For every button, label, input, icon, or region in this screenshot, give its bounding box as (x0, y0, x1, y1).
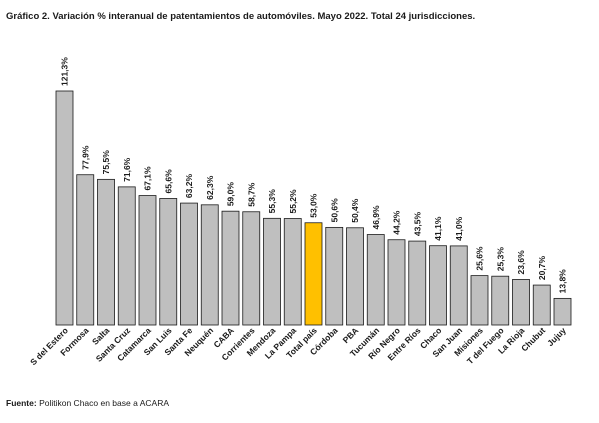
source-note: Fuente: Politikon Chaco en base a ACARA (6, 398, 169, 408)
bar-rio-negro (387, 239, 406, 326)
bar-san-luis (159, 198, 178, 326)
bar-salta (97, 178, 115, 326)
value-label-chubut: 20,7% (537, 256, 547, 281)
bar-cordoba (325, 226, 344, 326)
value-label-cordoba: 50,6% (329, 198, 339, 223)
bar-la-rioja (512, 279, 530, 326)
bar-chaco (429, 245, 447, 326)
value-label-corrientes: 58,7% (246, 182, 256, 207)
source-text: Politikon Chaco en base a ACARA (36, 398, 170, 408)
bar-t-del-fuego (491, 275, 510, 326)
bar-chubut (532, 284, 551, 326)
category-label-jujuy: Jujuy (545, 325, 568, 348)
value-label-entre-rios: 43,5% (412, 212, 422, 237)
value-labels-group: 121,3% 77,9% 75,5% 71,6% 67,1% 65,6% 63,2% 62,3… (60, 57, 568, 294)
value-label-mendoza: 55,3% (267, 189, 277, 214)
bar-total-pais (304, 222, 323, 326)
bar-formosa (76, 174, 95, 326)
bar-corrientes (242, 211, 261, 326)
value-label-formosa: 77,9% (80, 145, 90, 170)
value-label-san-juan: 41,0% (454, 216, 464, 241)
bars-group (55, 90, 572, 326)
value-label-pba: 50,4% (350, 198, 360, 223)
bar-santa-cruz (117, 186, 136, 326)
bar-neuquen (200, 204, 219, 326)
value-label-santa-cruz: 71,6% (122, 157, 132, 182)
bar-pba (346, 227, 364, 326)
bar-s-del-estero (55, 90, 74, 326)
value-label-t-del-fuego: 25,3% (495, 247, 505, 272)
value-label-chaco: 41,1% (433, 216, 443, 241)
value-label-salta: 75,5% (101, 150, 111, 175)
value-label-neuquen: 62,3% (205, 175, 215, 200)
value-label-catamarca: 67,1% (143, 166, 153, 191)
bar-tucuman (366, 234, 385, 326)
value-label-s-del-estero: 121,3% (60, 57, 70, 86)
value-label-san-luis: 65,6% (163, 169, 173, 194)
bar-mendoza (263, 217, 281, 326)
value-label-misiones: 25,6% (475, 246, 485, 271)
bar-la-pampa (283, 218, 302, 326)
chart-title: Gráfico 2. Variación % interanual de pat… (6, 11, 476, 22)
bar-jujuy (553, 297, 572, 326)
value-label-caba: 59,0% (226, 182, 236, 207)
value-label-total-pais: 53,0% (309, 193, 319, 218)
bar-entre-rios (408, 240, 427, 326)
bar-san-juan (449, 245, 468, 326)
bar-caba (221, 210, 240, 326)
value-label-tucuman: 46,9% (371, 205, 381, 230)
value-label-santa-fe: 63,2% (184, 174, 194, 199)
bar-misiones (470, 275, 489, 326)
source-label: Fuente: (6, 398, 37, 408)
bar-catamarca (138, 195, 157, 326)
value-label-la-pampa: 55,2% (288, 189, 298, 214)
bar-santa-fe (180, 202, 198, 326)
value-label-la-rioja: 23,6% (516, 250, 526, 275)
value-label-jujuy: 13,8% (558, 269, 568, 294)
value-label-rio-negro: 44,2% (392, 210, 402, 235)
